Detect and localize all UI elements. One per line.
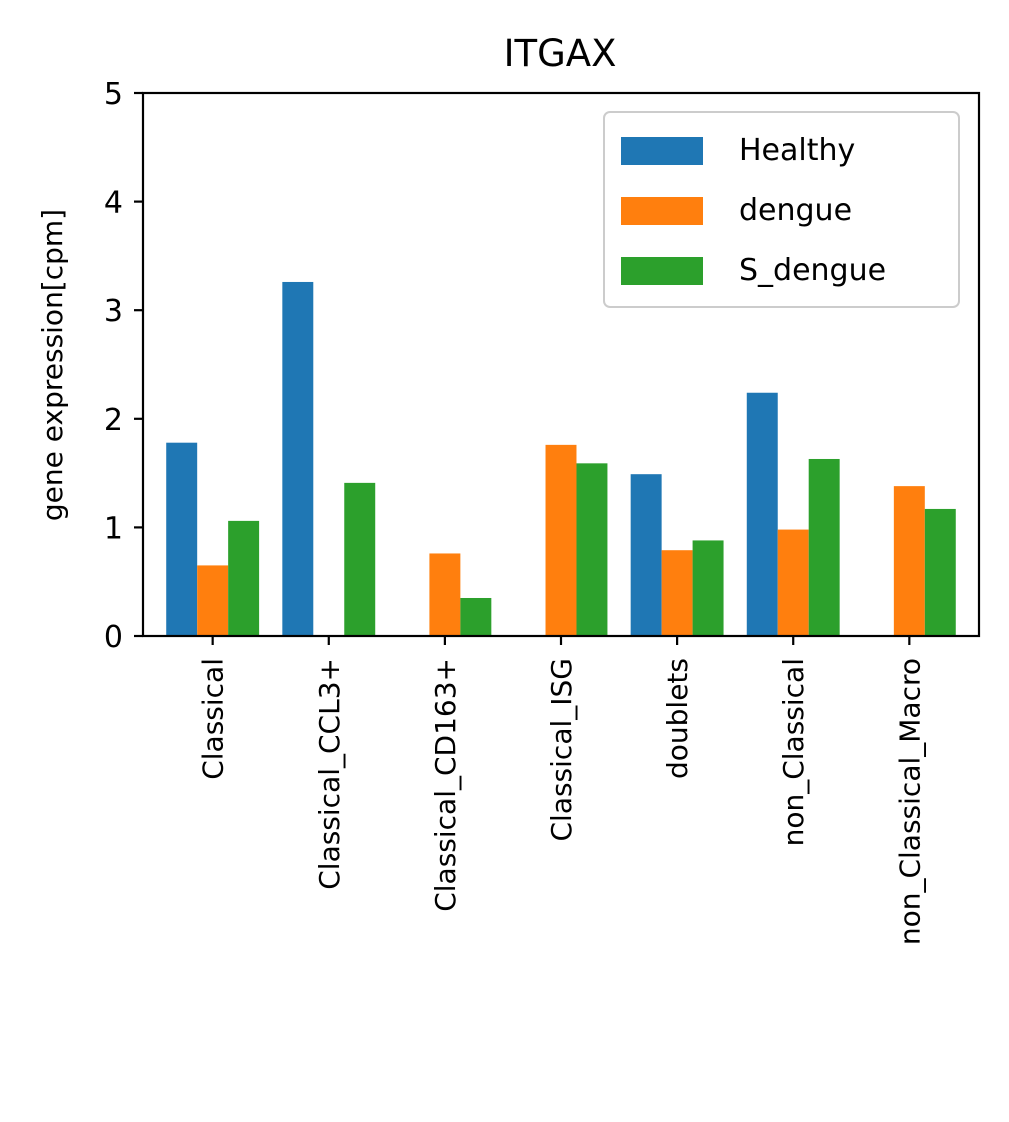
y-tick-label: 3 [104,294,123,329]
legend-swatch-healthy [621,137,703,165]
bar-dengue-0 [197,565,229,636]
bar-s-dengue-3 [576,463,608,636]
bar-s-dengue-4 [692,540,724,636]
x-tick-label: doublets [661,658,694,779]
x-tick-label: Classical_CCL3+ [313,658,346,890]
x-tick-label: non_Classical [777,658,810,846]
bars-layer [166,281,956,636]
bar-dengue-2 [429,553,461,636]
y-tick-label: 0 [104,620,123,655]
bar-dengue-4 [661,550,693,636]
bar-dengue-3 [545,444,577,636]
bar-s-dengue-0 [228,520,260,636]
legend-label-s-dengue: S_dengue [739,253,886,288]
bar-s-dengue-6 [924,508,956,636]
legend: Healthy dengue S_dengue [603,111,960,308]
legend-label-dengue: dengue [739,193,852,228]
x-tick-label: non_Classical_Macro [893,658,926,945]
legend-swatch-dengue [621,197,703,225]
x-tick-label: Classical [197,658,230,780]
y-axis-label: gene expression[cpm] [36,209,69,521]
bar-s-dengue-5 [808,458,840,636]
legend-swatch-s-dengue [621,257,703,285]
chart-title: ITGAX [504,32,617,75]
y-tick-label: 1 [104,511,123,546]
bar-healthy-4 [630,474,662,636]
bar-healthy-1 [282,281,314,636]
bar-healthy-0 [166,442,198,636]
x-tick-label: Classical_CD163+ [429,658,462,912]
y-tick-label: 4 [104,186,123,221]
bar-healthy-5 [746,392,778,636]
axes-layer: 0 1 2 3 4 5 Classical Classical_CCL3+ Classical_… [104,77,981,945]
y-tick-label: 2 [104,403,123,438]
bar-s-dengue-2 [460,597,492,636]
bar-dengue-5 [777,529,809,636]
bar-dengue-6 [893,486,925,636]
y-tick-label: 5 [104,77,123,112]
legend-label-healthy: Healthy [739,133,855,168]
bar-s-dengue-1 [344,482,376,636]
x-tick-label: Classical_ISG [545,658,578,842]
